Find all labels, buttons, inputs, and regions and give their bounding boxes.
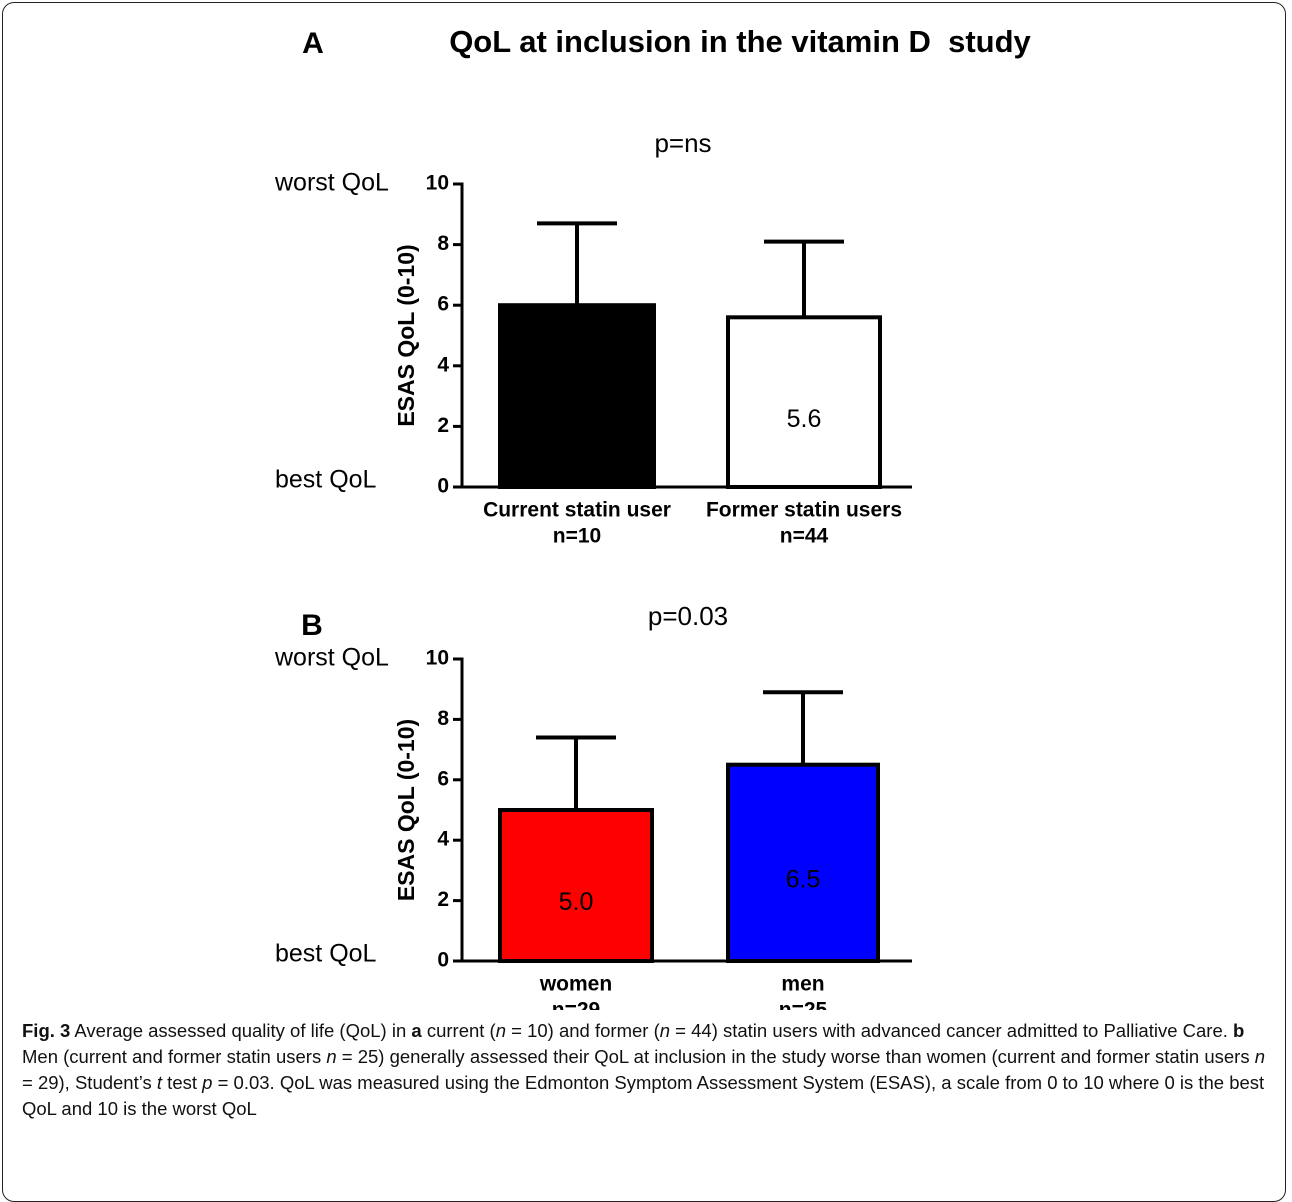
y-tick-label: 10 bbox=[426, 172, 449, 195]
x-tick-label: Former statin users bbox=[706, 499, 902, 522]
annotation: best QoL bbox=[275, 940, 377, 968]
y-tick-label: 0 bbox=[437, 949, 449, 972]
x-tick-label: men bbox=[781, 973, 824, 996]
x-tick-label: women bbox=[539, 973, 612, 996]
y-tick-label: 2 bbox=[437, 414, 449, 437]
data-label: 6.5 bbox=[786, 865, 821, 893]
y-tick-label: 4 bbox=[437, 353, 449, 376]
y-tick-label: 10 bbox=[426, 647, 449, 670]
caption-part: n bbox=[659, 1020, 671, 1041]
caption: Fig. 3 Average assessed quality of life … bbox=[22, 1018, 1272, 1122]
caption-part: Fig. 3 bbox=[22, 1020, 71, 1041]
annotation: worst QoL bbox=[274, 644, 389, 672]
n-label: n=44 bbox=[780, 525, 829, 548]
annotation: best QoL bbox=[275, 466, 377, 494]
data-label: 5.0 bbox=[559, 888, 594, 916]
data-label: 5.6 bbox=[787, 405, 822, 433]
caption-part: n bbox=[495, 1020, 507, 1041]
caption-part: p bbox=[202, 1072, 213, 1093]
bar bbox=[498, 303, 656, 490]
bar bbox=[726, 315, 882, 489]
y-tick-label: 4 bbox=[437, 828, 449, 851]
caption-part: b bbox=[1233, 1020, 1245, 1041]
caption-part: t bbox=[156, 1072, 163, 1093]
y-tick-label: 0 bbox=[437, 475, 449, 498]
p-value: p=ns bbox=[654, 128, 711, 158]
y-axis-label: ESAS QoL (0-10) bbox=[393, 244, 419, 426]
bar bbox=[498, 808, 654, 963]
caption-part: Men (current and former statin users bbox=[22, 1046, 327, 1067]
caption-part: = 44) statin users with advanced cancer … bbox=[670, 1020, 1234, 1041]
caption-part: = 25) generally assessed their QoL at in… bbox=[336, 1046, 1255, 1067]
y-tick-label: 6 bbox=[437, 767, 449, 790]
caption-part: current ( bbox=[421, 1020, 496, 1041]
y-tick-label: 2 bbox=[437, 888, 449, 911]
n-label: n=10 bbox=[553, 525, 601, 548]
caption-part: a bbox=[411, 1020, 422, 1041]
caption-part: = 0.03. QoL was measured using the Edmon… bbox=[22, 1072, 1265, 1119]
panel-label: A bbox=[302, 27, 324, 60]
figure: A QoL at inclusion in the vitamin D study… bbox=[274, 24, 1032, 1010]
caption-part: test bbox=[162, 1072, 203, 1093]
y-tick-label: 8 bbox=[437, 232, 449, 255]
n-label: n=29 bbox=[552, 999, 600, 1010]
y-tick-label: 8 bbox=[437, 707, 449, 730]
caption-part: = 29), Student’s bbox=[22, 1072, 157, 1093]
caption-part: = 10) and former ( bbox=[506, 1020, 660, 1041]
caption-part: n bbox=[326, 1046, 337, 1067]
x-tick-label: Current statin user bbox=[483, 499, 671, 522]
p-value: p=0.03 bbox=[648, 601, 728, 631]
n-label: n=25 bbox=[779, 999, 828, 1010]
caption-part: Average assessed quality of life (QoL) i… bbox=[70, 1020, 412, 1041]
bar bbox=[726, 762, 880, 964]
caption-part: n bbox=[1254, 1046, 1266, 1067]
data-label: 6.0 bbox=[560, 399, 595, 427]
panel-label: B bbox=[301, 609, 323, 642]
y-axis-label: ESAS QoL (0-10) bbox=[393, 719, 419, 901]
y-tick-label: 6 bbox=[437, 293, 449, 316]
chart-title: QoL at inclusion in the vitamin D study bbox=[449, 24, 1031, 59]
annotation: worst QoL bbox=[274, 169, 389, 197]
